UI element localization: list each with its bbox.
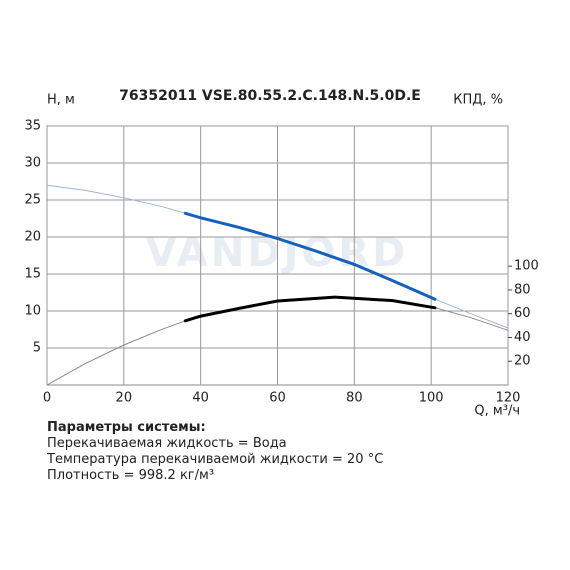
parameter-line: Перекачиваемая жидкость = Вода [47,436,287,451]
y-tick-label: 25 [24,193,41,208]
parameter-line: Плотность = 998.2 кг/м³ [47,468,215,483]
parameter-line: Температура перекачиваемой жидкости = 20… [47,452,384,467]
y-axis-label: H, м [47,93,75,108]
y-tick-label: 15 [24,267,41,282]
x-tick-label: 80 [346,391,363,406]
x-tick-label: 0 [43,391,51,406]
y2-tick-label: 40 [514,330,531,345]
x-tick-label: 40 [192,391,209,406]
y2-axis-label: КПД, % [453,93,503,108]
y2-tick-label: 20 [514,354,531,369]
x-tick-label: 100 [419,391,444,406]
y2-tick-label: 60 [514,306,531,321]
y2-tick-label: 100 [514,259,539,274]
x-tick-label: 20 [116,391,133,406]
parameters: Параметры системы: Перекачиваемая жидкос… [47,420,383,484]
curve [183,211,437,301]
y-tick-label: 20 [24,230,41,245]
y2-tick-label: 80 [514,282,531,297]
parameters-heading: Параметры системы: [47,420,206,435]
x-tick-label: 120 [496,391,521,406]
x-tick-label: 60 [269,391,286,406]
y-tick-label: 10 [24,304,41,319]
y-tick-label: 35 [24,119,41,134]
chart-title: 76352011 VSE.80.55.2.C.148.N.5.0D.E [119,88,421,104]
x-axis-label: Q, м³/ч [474,404,520,419]
curve [183,295,437,323]
y-tick-label: 5 [33,341,41,356]
y-tick-label: 30 [24,156,41,171]
